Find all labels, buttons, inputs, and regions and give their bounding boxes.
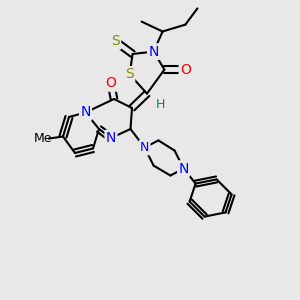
Text: N: N <box>178 162 189 176</box>
Text: N: N <box>106 131 116 145</box>
Text: N: N <box>140 141 149 154</box>
Text: S: S <box>125 68 134 81</box>
Text: Me: Me <box>34 132 52 145</box>
Text: O: O <box>106 76 116 90</box>
Text: S: S <box>111 34 120 48</box>
Text: H: H <box>156 98 166 111</box>
Text: O: O <box>180 63 191 76</box>
Text: N: N <box>80 106 91 119</box>
Text: N: N <box>148 45 159 58</box>
